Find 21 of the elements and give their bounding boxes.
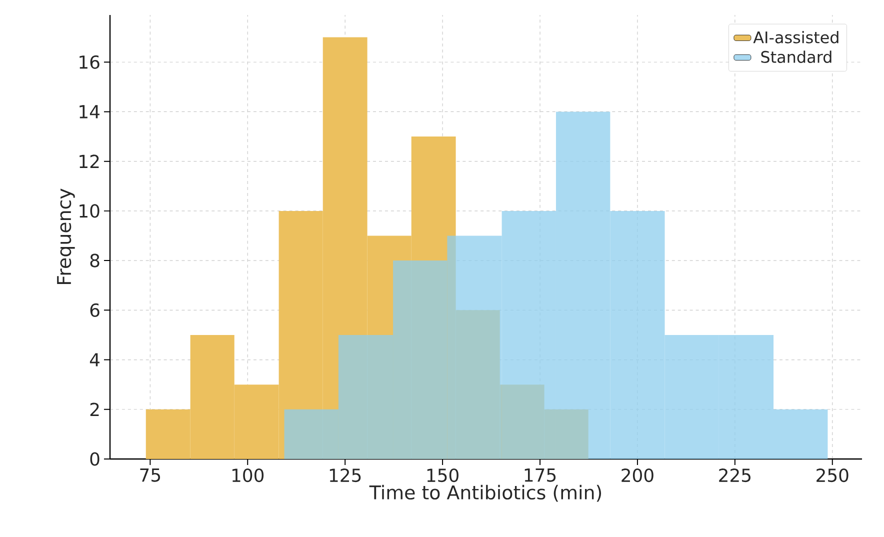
y-tick-label: 14 [80,105,100,118]
legend-label: Standard [761,50,832,63]
x-tick-label: 150 [427,468,458,482]
x-tick-label: 125 [330,468,361,482]
y-tick-label: 10 [80,204,100,218]
y-tick-label: 6 [90,303,100,317]
y-tick-label: 2 [90,402,99,416]
y-axis-title: Frequency [57,188,75,284]
y-tick-label: 12 [80,154,99,168]
y-tick-label: 8 [90,254,100,268]
x-tick-label: 100 [232,468,264,482]
y-tick-label: 4 [90,353,100,366]
y-tick-label: 0 [90,452,100,466]
x-tick-label: 175 [524,468,556,482]
x-axis-title: Time to Antibiotics (min) [369,484,602,502]
x-tick-label: 250 [816,468,848,482]
x-tick-label: 75 [140,468,160,482]
x-tick-label: 200 [622,468,654,482]
y-tick-label: 16 [80,55,100,69]
legend-label: AI-assisted [753,31,838,44]
x-tick-label: 225 [719,468,750,482]
